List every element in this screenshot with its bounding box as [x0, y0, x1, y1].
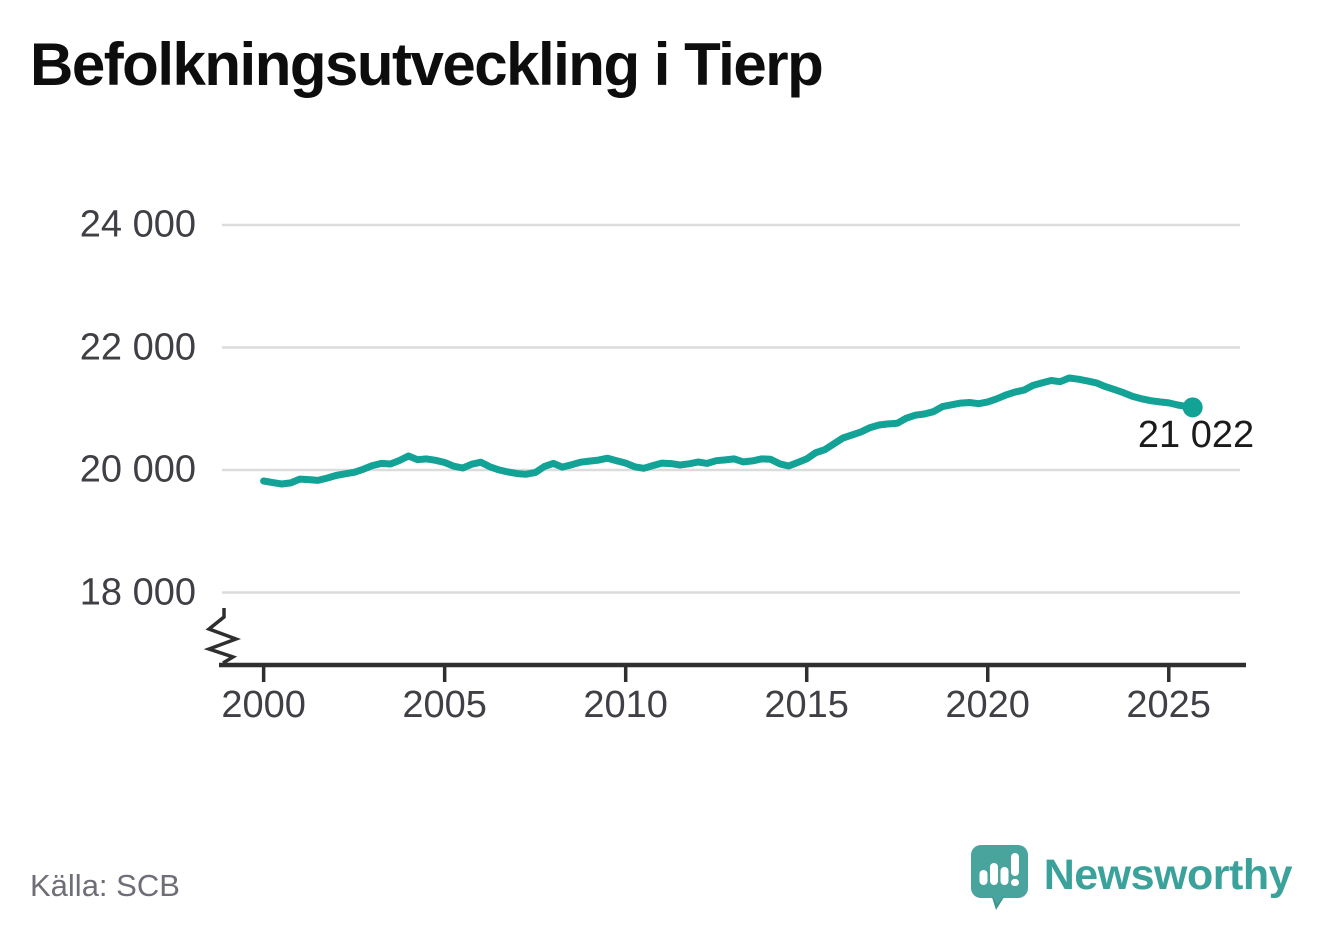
- x-tick-label-2005: 2005: [402, 684, 487, 726]
- population-line-series: [260, 374, 1197, 488]
- newsworthy-wordmark: Newsworthy: [1043, 850, 1293, 899]
- y-tick-label-18000: 18 000: [79, 571, 196, 613]
- end-point-dot: [1182, 397, 1203, 418]
- y-tick-label-24000: 24 000: [79, 203, 196, 246]
- last-value-label: 21 022: [1137, 414, 1255, 456]
- source-note: Källa: SCB: [30, 868, 180, 903]
- newsworthy-speech-bubble-chart-icon: [970, 845, 1028, 910]
- y-axis-break-icon: [203, 608, 242, 665]
- x-tick-label-2015: 2015: [764, 684, 849, 726]
- y-tick-label-20000: 20 000: [79, 448, 196, 491]
- newsworthy-logo[interactable]: Newsworthy: [970, 842, 1293, 914]
- x-tick-label-2000: 2000: [221, 684, 306, 726]
- x-tick-label-2010: 2010: [583, 684, 668, 726]
- x-tick-label-2025: 2025: [1126, 684, 1211, 726]
- y-tick-label-22000: 22 000: [79, 326, 196, 368]
- x-tick-label-2020: 2020: [945, 684, 1030, 726]
- page-title: Befolkningsutveckling i Tierp: [30, 31, 824, 98]
